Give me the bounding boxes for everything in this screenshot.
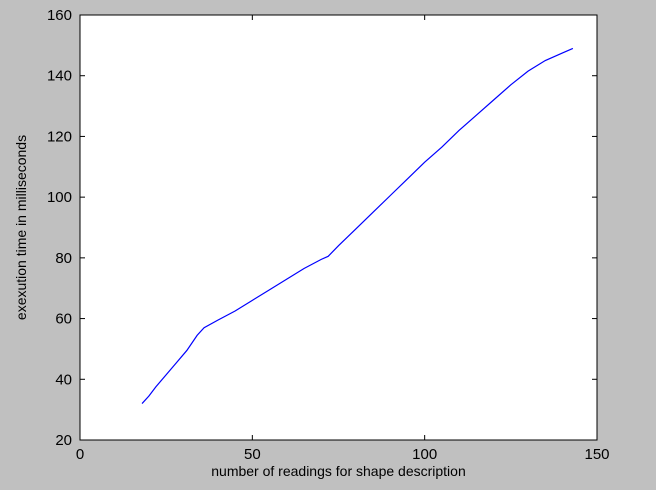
y-tick-label: 160 (47, 7, 72, 24)
x-tick-label: 0 (76, 446, 84, 463)
series-line (141, 47, 574, 404)
x-tick-label: 50 (244, 446, 261, 463)
y-tick-label: 120 (47, 128, 72, 145)
y-axis-label: exexution time in milliseconds (13, 135, 29, 320)
plot-area (79, 14, 598, 441)
y-tick-label: 140 (47, 68, 72, 85)
x-tick-label: 100 (412, 446, 437, 463)
x-tick-label: 150 (584, 446, 609, 463)
y-tick-label: 80 (55, 250, 72, 267)
tick-labels: 0 50 100 150 20 40 60 80 100 120 140 160 (47, 7, 610, 463)
x-axis-label: number of readings for shape description (211, 463, 465, 479)
y-tick-label: 60 (55, 311, 72, 328)
axis-ticks (79, 14, 598, 441)
y-tick-label: 40 (55, 371, 72, 388)
y-tick-label: 20 (55, 432, 72, 449)
y-tick-label: 100 (47, 189, 72, 206)
